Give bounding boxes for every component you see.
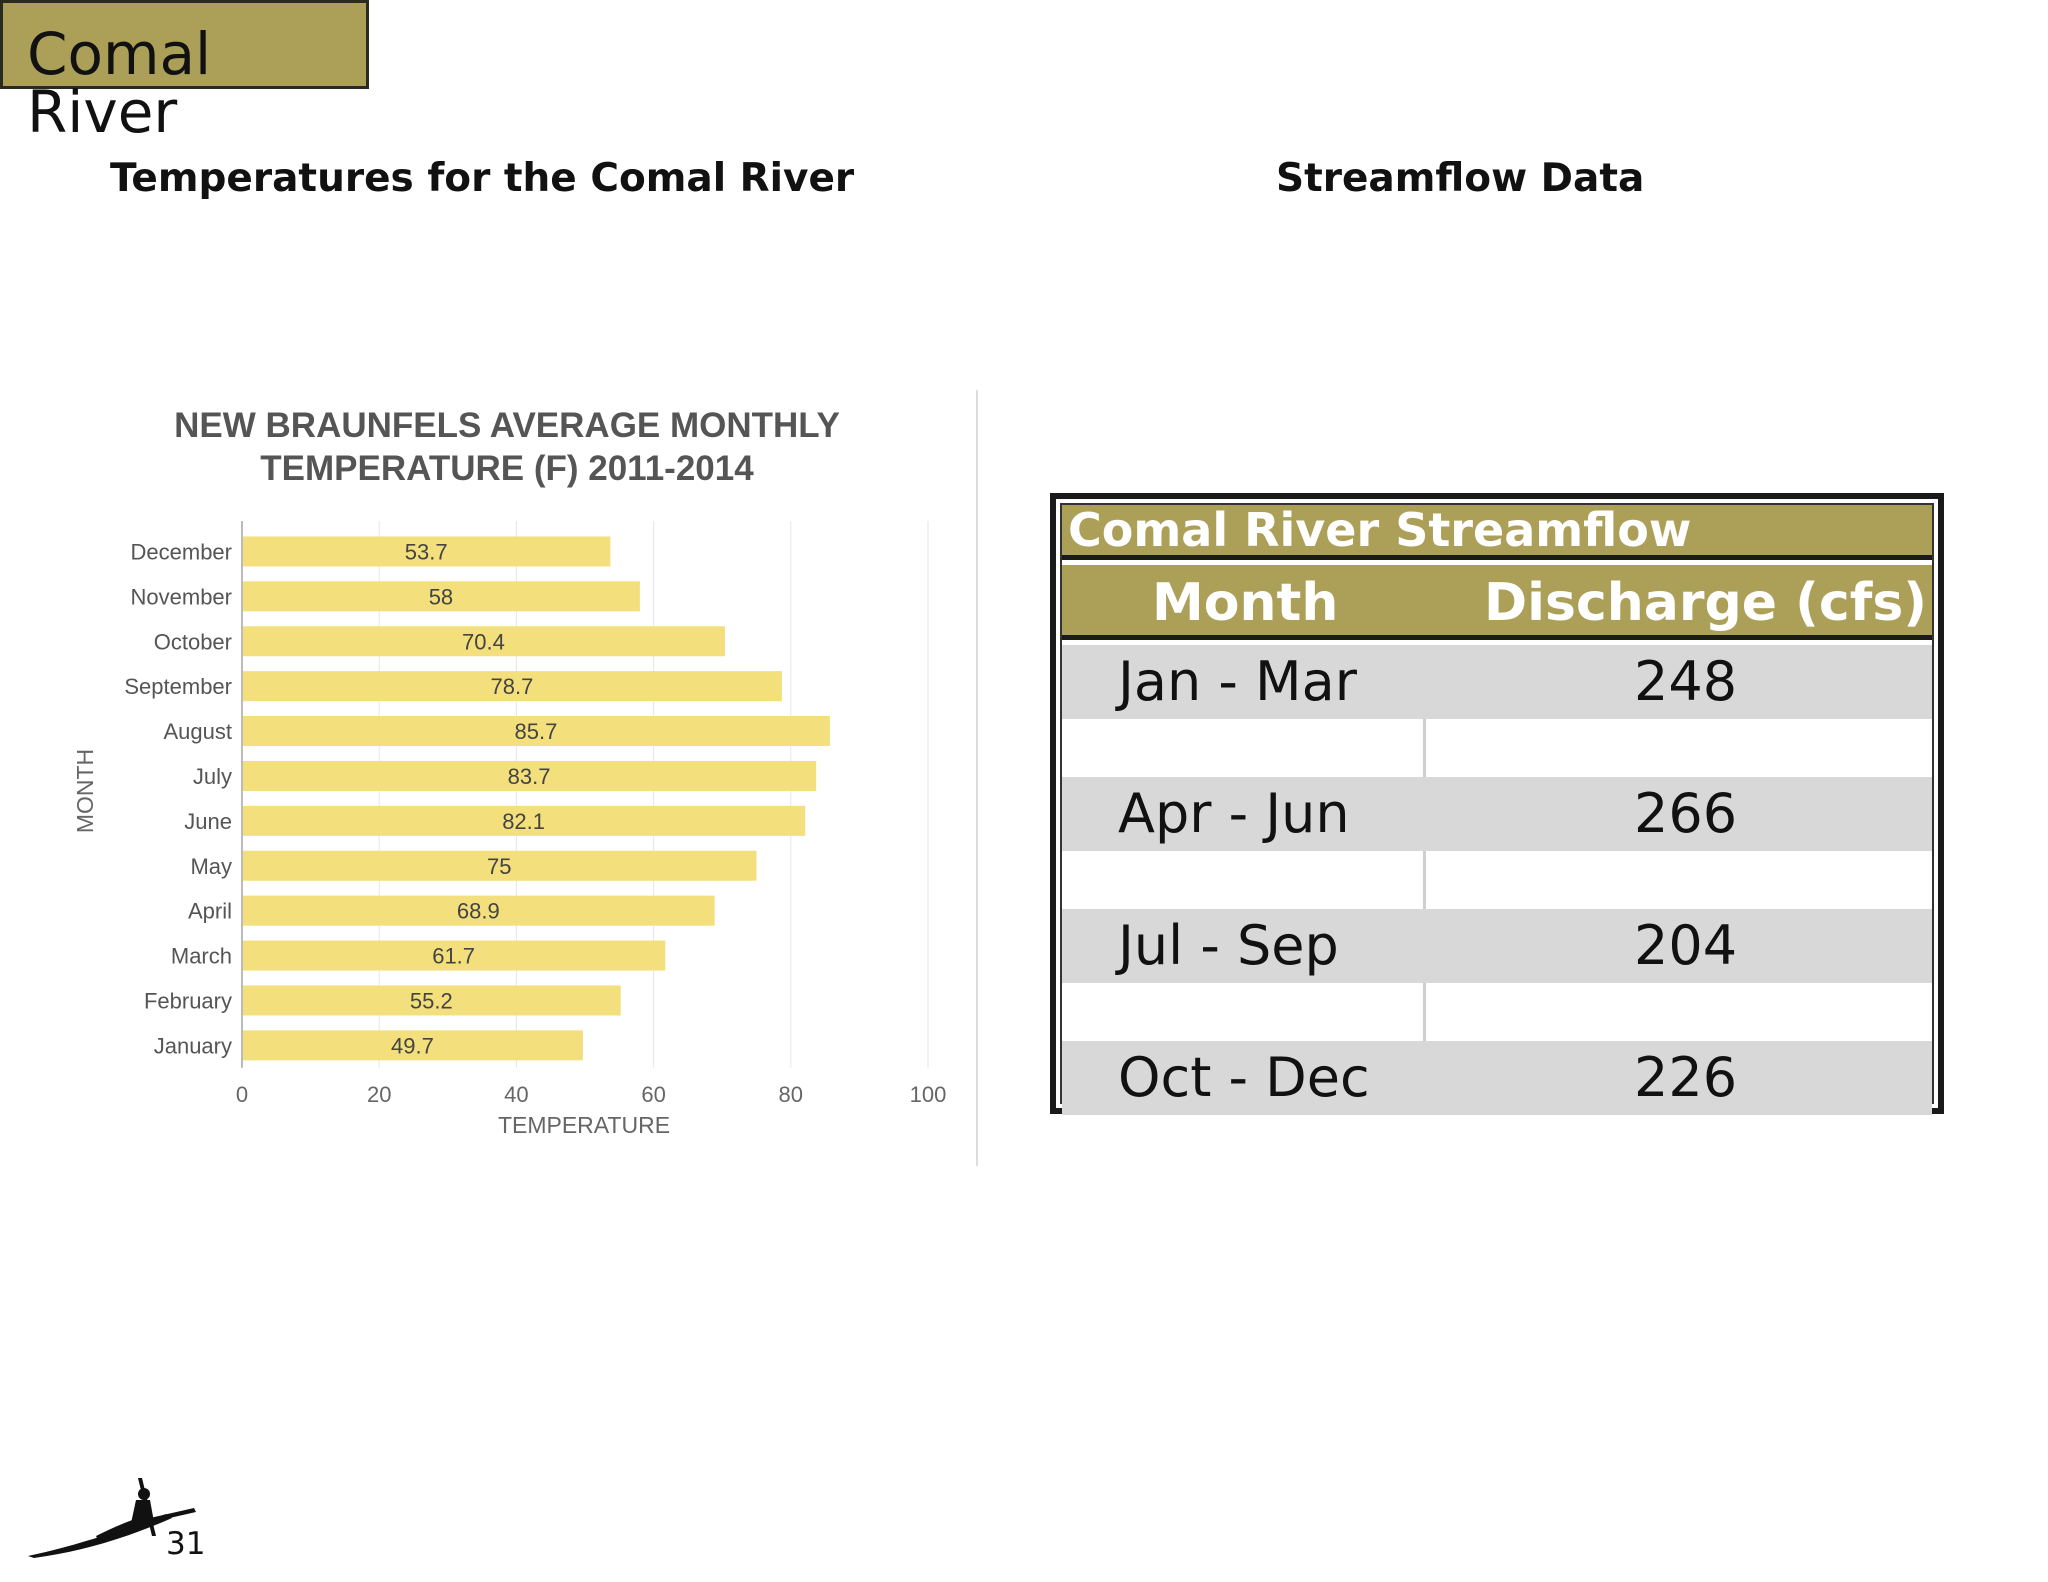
page-title-box: Comal River [0,0,369,141]
bar-october [243,626,725,657]
bar-july [243,760,817,791]
bar-april [243,895,715,926]
discharge-cell: 204 [1634,914,1738,977]
bar-value-label: 53.7 [405,539,448,564]
streamflow-table: Comal River Streamflow Month Discharge (… [1050,493,1944,1115]
bar-value-label: 83.7 [508,764,551,789]
page-title: Comal River [27,20,212,146]
streamflow-table-inner: Comal River Streamflow Month Discharge (… [1060,503,1934,1115]
y-axis-label: MONTH [72,749,98,833]
streamflow-table-caption: Comal River Streamflow [1062,505,1932,560]
category-label: August [164,719,233,744]
row-separator [1423,719,1426,777]
bar-december [243,536,611,567]
bar-value-label: 58 [429,584,453,609]
streamflow-table-header: Month Discharge (cfs) [1062,565,1932,640]
x-tick-label: 0 [236,1082,248,1107]
category-label: December [131,539,232,564]
bar-june [243,805,806,836]
category-label: February [144,988,232,1013]
discharge-cell: 248 [1634,650,1738,713]
x-tick-label: 100 [910,1082,947,1107]
table-row: Apr - Jun 266 [1062,777,1932,851]
discharge-cell: 266 [1634,782,1738,845]
category-label: March [171,944,232,969]
bar-value-label: 75 [487,854,511,879]
chart-gridlines [241,521,929,1068]
temperature-heading: Temperatures for the Comal River [110,156,855,201]
table-row: Jul - Sep 204 [1062,909,1932,983]
chart-title-line-1: NEW BRAUNFELS AVERAGE MONTHLY [174,406,840,445]
bar-value-label: 55.2 [410,988,453,1013]
category-label: January [154,1033,232,1058]
bar-august [243,716,830,747]
kayaker-silhouette-icon [28,1478,196,1558]
category-label: October [154,629,232,654]
chart-category-labels: December November October September August Ju… [124,539,232,1058]
category-label: June [184,809,232,834]
table-row: Oct - Dec 226 [1062,1041,1932,1115]
chart-x-ticks: 0 20 40 60 80 100 [236,1082,946,1107]
chart-bars: 53.7 58 70.4 78.7 85.7 83.7 82.1 75 68.9 61.7 55.2… [243,536,830,1061]
category-label: July [193,764,232,789]
bar-january [243,1030,583,1061]
bar-value-label: 49.7 [391,1033,434,1058]
page-number: 31 [166,1526,206,1562]
month-cell: Jan - Mar [1118,650,1357,713]
column-header-month: Month [1152,573,1339,633]
bar-november [243,581,640,612]
temperature-bar-chart: NEW BRAUNFELS AVERAGE MONTHLY TEMPERATUR… [72,406,946,1138]
bar-september [243,671,782,702]
bar-february [243,985,621,1016]
column-divider [976,390,978,1166]
bar-value-label: 70.4 [462,629,505,654]
bar-value-label: 82.1 [502,809,545,834]
bar-may [243,850,757,881]
discharge-cell: 226 [1634,1046,1738,1109]
bar-value-label: 61.7 [432,944,475,969]
row-separator [1423,983,1426,1041]
category-label: September [124,674,232,699]
category-label: May [190,854,232,879]
x-tick-label: 40 [504,1082,528,1107]
x-tick-label: 60 [641,1082,665,1107]
bar-value-label: 68.9 [457,899,500,924]
month-cell: Oct - Dec [1118,1046,1370,1109]
bar-value-label: 85.7 [515,719,558,744]
column-header-discharge: Discharge (cfs) [1484,573,1928,633]
bar-value-label: 78.7 [491,674,534,699]
bar-march [243,940,666,971]
x-tick-label: 80 [779,1082,803,1107]
x-tick-label: 20 [367,1082,391,1107]
streamflow-heading: Streamflow Data [1276,156,1645,201]
category-label: April [188,899,232,924]
month-cell: Jul - Sep [1118,914,1339,977]
month-cell: Apr - Jun [1118,782,1350,845]
category-label: November [131,584,232,609]
chart-title-line-2: TEMPERATURE (F) 2011-2014 [260,449,754,488]
x-axis-label: TEMPERATURE [498,1112,670,1138]
row-separator [1423,851,1426,909]
table-row: Jan - Mar 248 [1062,645,1932,719]
